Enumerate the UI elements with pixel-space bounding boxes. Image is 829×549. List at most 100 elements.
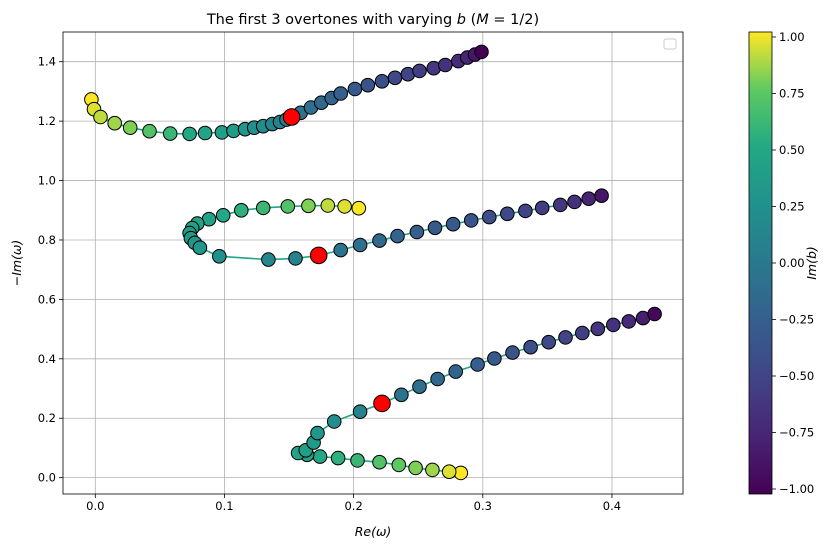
y-tick-label: 1.0 xyxy=(38,174,56,188)
y-axis-label: −Im(ω) xyxy=(9,240,24,287)
overtone-1-point xyxy=(162,126,178,141)
overtone-2-point xyxy=(500,206,515,222)
colorbar-label: Im(b) xyxy=(804,246,819,280)
overtone-2-point xyxy=(337,199,352,214)
overtone-2-point xyxy=(212,248,227,264)
overtone-1-point xyxy=(333,86,349,101)
overtone-3-point xyxy=(330,450,346,466)
overtone-2-highlight-point xyxy=(309,246,328,265)
overtone-3-point xyxy=(575,325,590,341)
overtone-3-point xyxy=(558,330,573,345)
overtone-1-point xyxy=(107,115,122,131)
colorbar-tick-label: −0.75 xyxy=(779,426,814,440)
overtone-1-point xyxy=(142,123,157,139)
overtone-1-point xyxy=(197,125,213,141)
colorbar-tick-label: −0.50 xyxy=(779,369,814,383)
overtone-3-point xyxy=(326,414,342,429)
overtone-2-point xyxy=(372,233,387,248)
overtone-2-point xyxy=(352,237,368,253)
overtone-2-point xyxy=(594,188,609,203)
overtone-1-point xyxy=(360,77,376,93)
overtone-2-point xyxy=(288,251,303,266)
overtone-1-point xyxy=(387,70,403,86)
overtone-1-point xyxy=(122,120,138,135)
grid-lines xyxy=(63,32,683,494)
overtone-3-point xyxy=(350,453,365,468)
colorbar-tick-label: −0.25 xyxy=(779,313,814,327)
overtone-3-point xyxy=(391,457,407,473)
x-axis-label: Re(ω) xyxy=(355,524,392,539)
y-tick-label: 0.2 xyxy=(38,411,56,425)
x-tick-label: 0.1 xyxy=(215,499,233,513)
overtone-1-point xyxy=(474,44,489,60)
x-tick-label: 0.2 xyxy=(344,499,362,513)
colorbar-tick-label: 0.75 xyxy=(779,87,805,101)
overtone-2-point xyxy=(409,224,425,240)
axis-ticks: 0.0 0.1 0.2 0.3 0.4 0.0 0.2 0.4 0.6 0.8 1.0 1.2 1.4 xyxy=(38,55,621,513)
overtone-3-point xyxy=(590,321,606,337)
plot-area xyxy=(84,44,662,481)
overtone-2-point xyxy=(482,209,497,225)
highlight-markers xyxy=(282,108,391,413)
overtone-2-point xyxy=(280,199,296,214)
overtone-2-point xyxy=(301,198,316,214)
overtone-2-point xyxy=(427,220,443,236)
overtone-2-point xyxy=(255,200,271,216)
overtone-3-point xyxy=(312,449,328,464)
overtone-2-point xyxy=(215,208,231,223)
overtone-2-point xyxy=(234,203,249,218)
overtone-3-point xyxy=(394,387,409,403)
overtone-3-point xyxy=(372,454,387,470)
overtone-3-point xyxy=(523,339,538,355)
colorbar-tick-label: −1.00 xyxy=(779,482,814,496)
y-tick-label: 1.4 xyxy=(38,55,56,69)
overtone-1-point xyxy=(412,63,427,79)
colorbar-tick-label: 0.00 xyxy=(779,256,805,270)
overtone-2-point xyxy=(445,216,461,232)
overtone-2-point xyxy=(333,242,349,258)
overtone-3-point xyxy=(621,314,637,329)
overtone-2-point xyxy=(320,198,336,213)
chart-title: The first 3 overtones with varying b (M … xyxy=(206,12,539,28)
overtone-3-point xyxy=(412,379,427,395)
overtone-2-point xyxy=(463,213,479,228)
overtone-3-line xyxy=(295,313,655,474)
colorbar-gradient xyxy=(748,31,773,495)
overtone-1-point xyxy=(93,109,108,125)
y-tick-label: 1.2 xyxy=(38,114,56,128)
series-lines xyxy=(90,51,655,474)
overtone-2-point xyxy=(534,200,550,216)
overtone-3-point xyxy=(470,357,485,372)
overtone-3-point xyxy=(425,462,440,478)
overtone-1-point xyxy=(182,126,197,142)
overtone-2-point xyxy=(581,191,597,206)
overtone-3-highlight-point xyxy=(373,394,391,413)
colorbar-tick-label: 0.25 xyxy=(779,200,805,214)
plot-frame xyxy=(62,31,684,495)
y-tick-label: 0.0 xyxy=(38,471,56,485)
overtone-3-point xyxy=(310,425,325,441)
overtone-2-point xyxy=(261,252,276,267)
overtone-2-point xyxy=(553,197,568,213)
colorbar-tick-label: 1.00 xyxy=(779,30,805,44)
overtone-3-point xyxy=(541,334,557,350)
overtone-2-point xyxy=(351,200,367,216)
legend-box xyxy=(663,38,677,50)
x-tick-label: 0.4 xyxy=(603,499,621,513)
overtone-2-point xyxy=(567,194,582,210)
series-markers xyxy=(84,44,662,481)
x-tick-label: 0.0 xyxy=(86,499,104,513)
overtone-3-point xyxy=(430,371,445,387)
colorbar-tick-label: 0.50 xyxy=(779,143,805,157)
colorbar: 1.00 0.75 0.50 0.25 0.00 −0.25 −0.50 −0.75 −1.00… xyxy=(748,30,819,496)
overtone-3-point xyxy=(408,460,423,476)
overtone-1-point xyxy=(347,81,363,97)
overtone-3-point xyxy=(647,306,662,322)
overtone-3-point xyxy=(448,364,464,379)
overtone-2-point xyxy=(390,228,405,244)
overtone-2-point xyxy=(518,203,533,219)
y-tick-label: 0.8 xyxy=(38,233,56,247)
overtone-3-point xyxy=(487,351,502,366)
x-tick-label: 0.3 xyxy=(474,499,492,513)
